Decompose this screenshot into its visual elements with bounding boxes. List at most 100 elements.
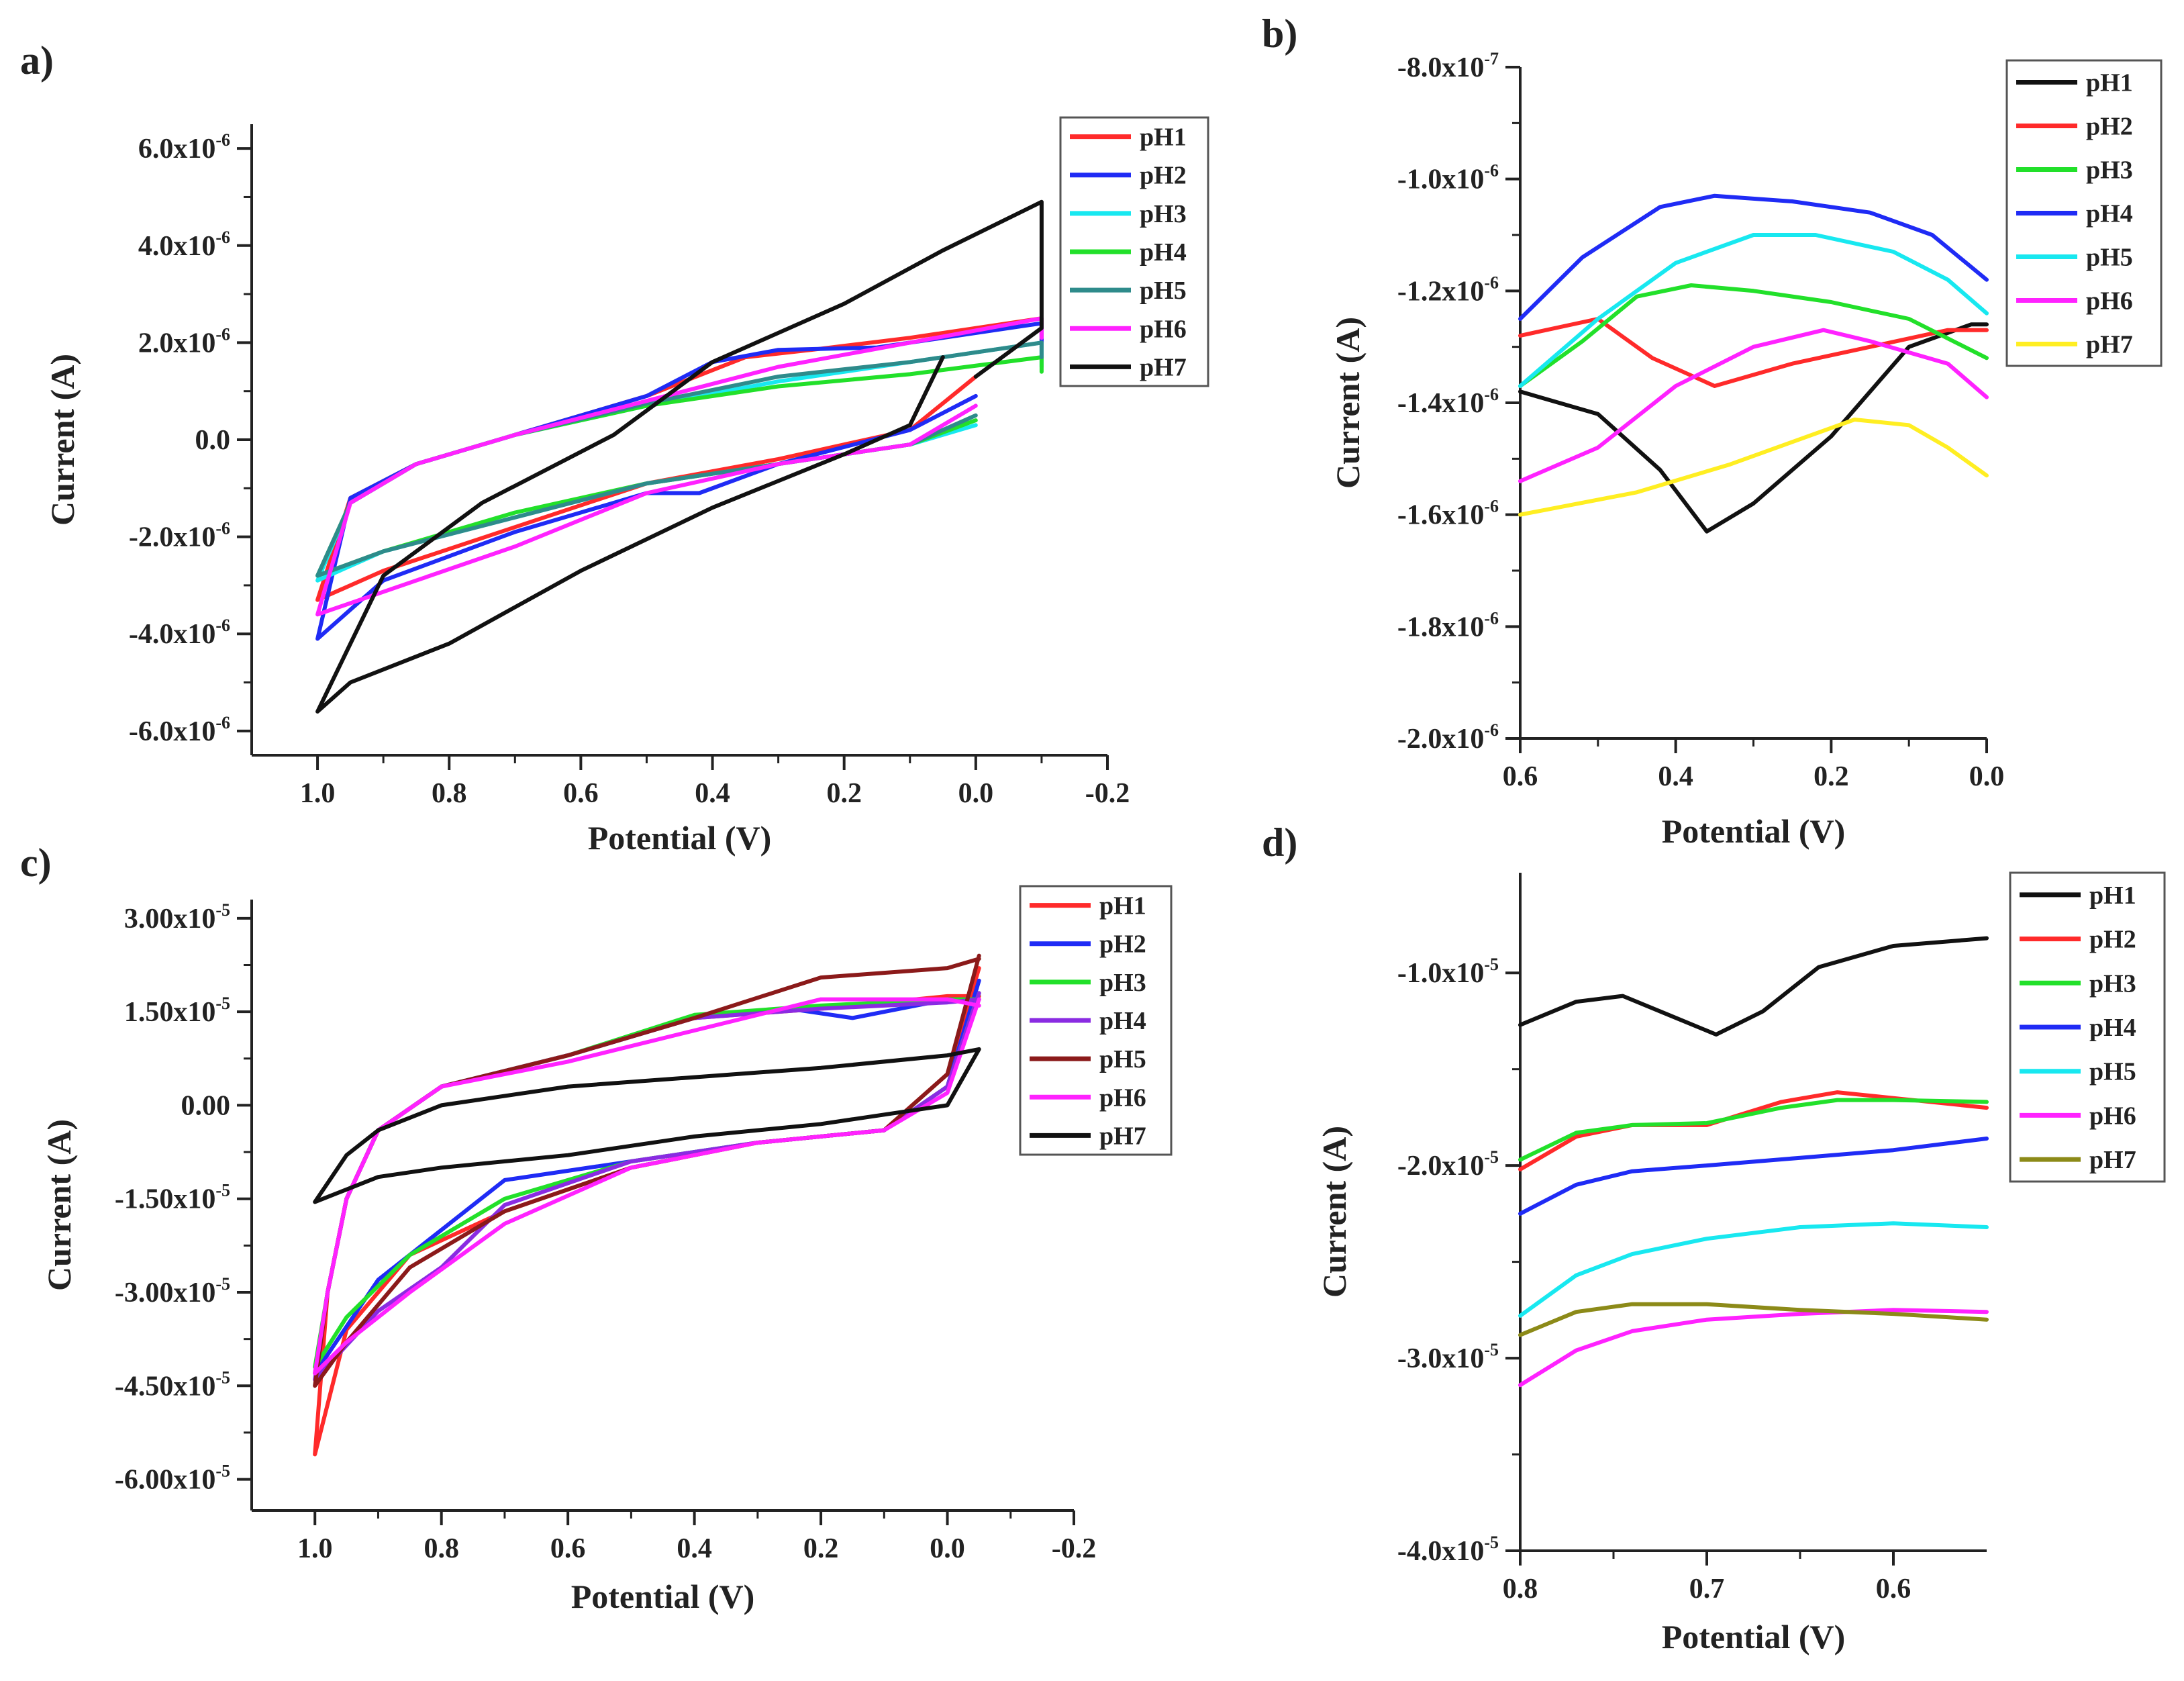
x-tick-label-mantissa: 1.0	[297, 1533, 333, 1564]
series-line-ph2	[313, 978, 981, 1376]
y-tick-label: -1.8x10-6	[1397, 608, 1499, 642]
chart-panel-c: c)1.0 0.8 0.6 0.4 0.2 0.0 -0.23.00x10-51.50x10…	[20, 840, 1173, 1615]
legend-label: pH1	[1099, 892, 1146, 920]
y-tick-label-mantissa: -3.00x10	[115, 1278, 216, 1308]
y-axis-title: Current (A)	[44, 354, 81, 526]
series-line-ph2	[1518, 317, 1989, 388]
x-tick-label: 0.6	[550, 1533, 586, 1564]
series-line-ph7	[315, 199, 1044, 714]
x-tick-label-mantissa: -0.2	[1052, 1533, 1097, 1564]
x-tick-label: 0.6	[563, 778, 599, 809]
y-tick-label-exponent: -6	[1484, 161, 1499, 181]
series-line-ph3	[1518, 1098, 1989, 1162]
legend-label: pH4	[1099, 1007, 1146, 1035]
y-tick-label-exponent: -6	[215, 130, 230, 150]
y-tick-label: 6.0x10-6	[138, 130, 230, 164]
panel-label: c)	[20, 840, 52, 885]
y-tick-label: 2.0x10-6	[138, 324, 230, 358]
x-tick-label-mantissa: 0.0	[958, 778, 994, 809]
y-tick-label-exponent: -5	[1484, 1340, 1499, 1359]
legend-label: pH6	[2089, 1102, 2136, 1130]
y-tick-label-mantissa: -1.0x10	[1397, 164, 1485, 195]
legend-label: pH2	[1140, 162, 1187, 190]
y-tick-label-mantissa: -3.0x10	[1397, 1343, 1485, 1374]
series-line-ph6	[313, 997, 981, 1376]
x-tick-label: 1.0	[300, 778, 336, 809]
y-tick-label-mantissa: 2.0x10	[138, 328, 216, 358]
x-tick-label-mantissa: 0.0	[1969, 761, 2005, 792]
y-tick-label: -1.50x10-5	[115, 1181, 230, 1215]
y-tick-label-mantissa: -1.50x10	[115, 1184, 216, 1215]
y-tick-label-exponent: -6	[1484, 608, 1499, 628]
legend-label: pH6	[1099, 1084, 1146, 1112]
y-axis-title: Current (A)	[1329, 317, 1367, 489]
series-line-ph6	[315, 316, 1044, 617]
y-tick-label-mantissa: -1.0x10	[1397, 958, 1485, 989]
legend-label: pH7	[1140, 353, 1187, 381]
panel-label: d)	[1262, 820, 1297, 865]
y-axis-title: Current (A)	[40, 1119, 78, 1291]
legend: pH1 pH2 pH3 pH4 pH5 pH6 pH7	[1019, 885, 1173, 1156]
x-tick-label: 0.2	[803, 1533, 839, 1564]
y-tick-label-mantissa: -6.00x10	[115, 1465, 216, 1496]
x-tick-label-mantissa: 0.6	[1503, 761, 1538, 792]
x-tick-label-mantissa: 0.2	[1814, 761, 1849, 792]
x-tick-label-mantissa: 0.6	[550, 1533, 586, 1564]
series-line-ph5	[1518, 1221, 1989, 1318]
y-tick-label: 1.50x10-5	[124, 994, 230, 1028]
series-line-ph1	[1518, 936, 1989, 1037]
x-tick-label: 0.0	[930, 1533, 965, 1564]
y-tick-label: -8.0x10-7	[1397, 49, 1499, 83]
legend-label: pH7	[1099, 1122, 1146, 1150]
y-tick-label-mantissa: -8.0x10	[1397, 52, 1485, 83]
y-tick-label: -1.2x10-6	[1397, 273, 1499, 307]
y-tick-label-mantissa: 4.0x10	[138, 231, 216, 262]
y-tick-label-exponent: -5	[215, 1367, 230, 1387]
legend-label: pH1	[2086, 69, 2133, 97]
y-tick-label-exponent: -6	[1484, 273, 1499, 292]
y-tick-label-mantissa: -2.0x10	[1397, 724, 1485, 755]
y-tick-label: 0.00	[181, 1090, 231, 1121]
y-tick-label-exponent: -5	[215, 1461, 230, 1481]
x-tick-label: 0.4	[1658, 761, 1693, 792]
chart-panel-b: b)0.6 0.4 0.2 0.0-8.0x10-7-1.0x10-6-1.2x10-…	[1262, 11, 2163, 850]
y-tick-label-mantissa: 1.50x10	[124, 997, 216, 1028]
series-line-ph3	[1518, 283, 1989, 388]
x-tick-label: 0.0	[958, 778, 994, 809]
y-axis-title: Current (A)	[1316, 1126, 1353, 1298]
y-tick-label-mantissa: 0.0	[195, 425, 231, 456]
legend-label: pH7	[2086, 331, 2133, 359]
panel-label: a)	[20, 38, 54, 83]
y-tick-label: -3.0x10-5	[1397, 1340, 1499, 1374]
y-tick-label-mantissa: -1.2x10	[1397, 276, 1485, 307]
y-tick-label-exponent: -5	[1484, 955, 1499, 974]
legend-label: pH7	[2089, 1146, 2136, 1174]
x-tick-label-mantissa: 0.4	[695, 778, 730, 809]
y-tick-label-mantissa: -4.0x10	[1397, 1536, 1485, 1567]
y-tick-label-exponent: -6	[215, 713, 230, 732]
y-tick-label-exponent: -5	[1484, 1147, 1499, 1167]
y-tick-label-mantissa: -4.0x10	[129, 619, 216, 650]
x-axis-title: Potential (V)	[571, 1578, 755, 1615]
x-tick-label: 0.8	[424, 1533, 459, 1564]
x-axis-title: Potential (V)	[1662, 1618, 1846, 1655]
x-tick-label-mantissa: 0.4	[1658, 761, 1693, 792]
y-tick-label: -6.00x10-5	[115, 1461, 230, 1496]
legend-label: pH3	[2089, 969, 2136, 998]
legend: pH1 pH2 pH3 pH4 pH5 pH6 pH7	[2009, 871, 2166, 1183]
y-tick-label: -2.0x10-5	[1397, 1147, 1499, 1182]
series-line-ph4	[1518, 1137, 1989, 1216]
legend-label: pH2	[2086, 113, 2133, 141]
x-tick-label-mantissa: 0.4	[677, 1533, 712, 1564]
x-tick-label: 1.0	[297, 1533, 333, 1564]
x-tick-label-mantissa: 0.7	[1689, 1574, 1725, 1604]
legend: pH1 pH2 pH3 pH4 pH5 pH6 pH7	[1059, 116, 1209, 387]
y-tick-label: -1.0x10-6	[1397, 161, 1499, 195]
x-axis-title: Potential (V)	[1662, 812, 1846, 850]
x-tick-label-mantissa: 0.6	[1876, 1574, 1912, 1604]
x-tick-label: 0.7	[1689, 1574, 1725, 1604]
y-tick-label: 4.0x10-6	[138, 228, 230, 262]
y-tick-label-exponent: -5	[215, 1274, 230, 1294]
y-tick-label: -1.4x10-6	[1397, 385, 1499, 419]
